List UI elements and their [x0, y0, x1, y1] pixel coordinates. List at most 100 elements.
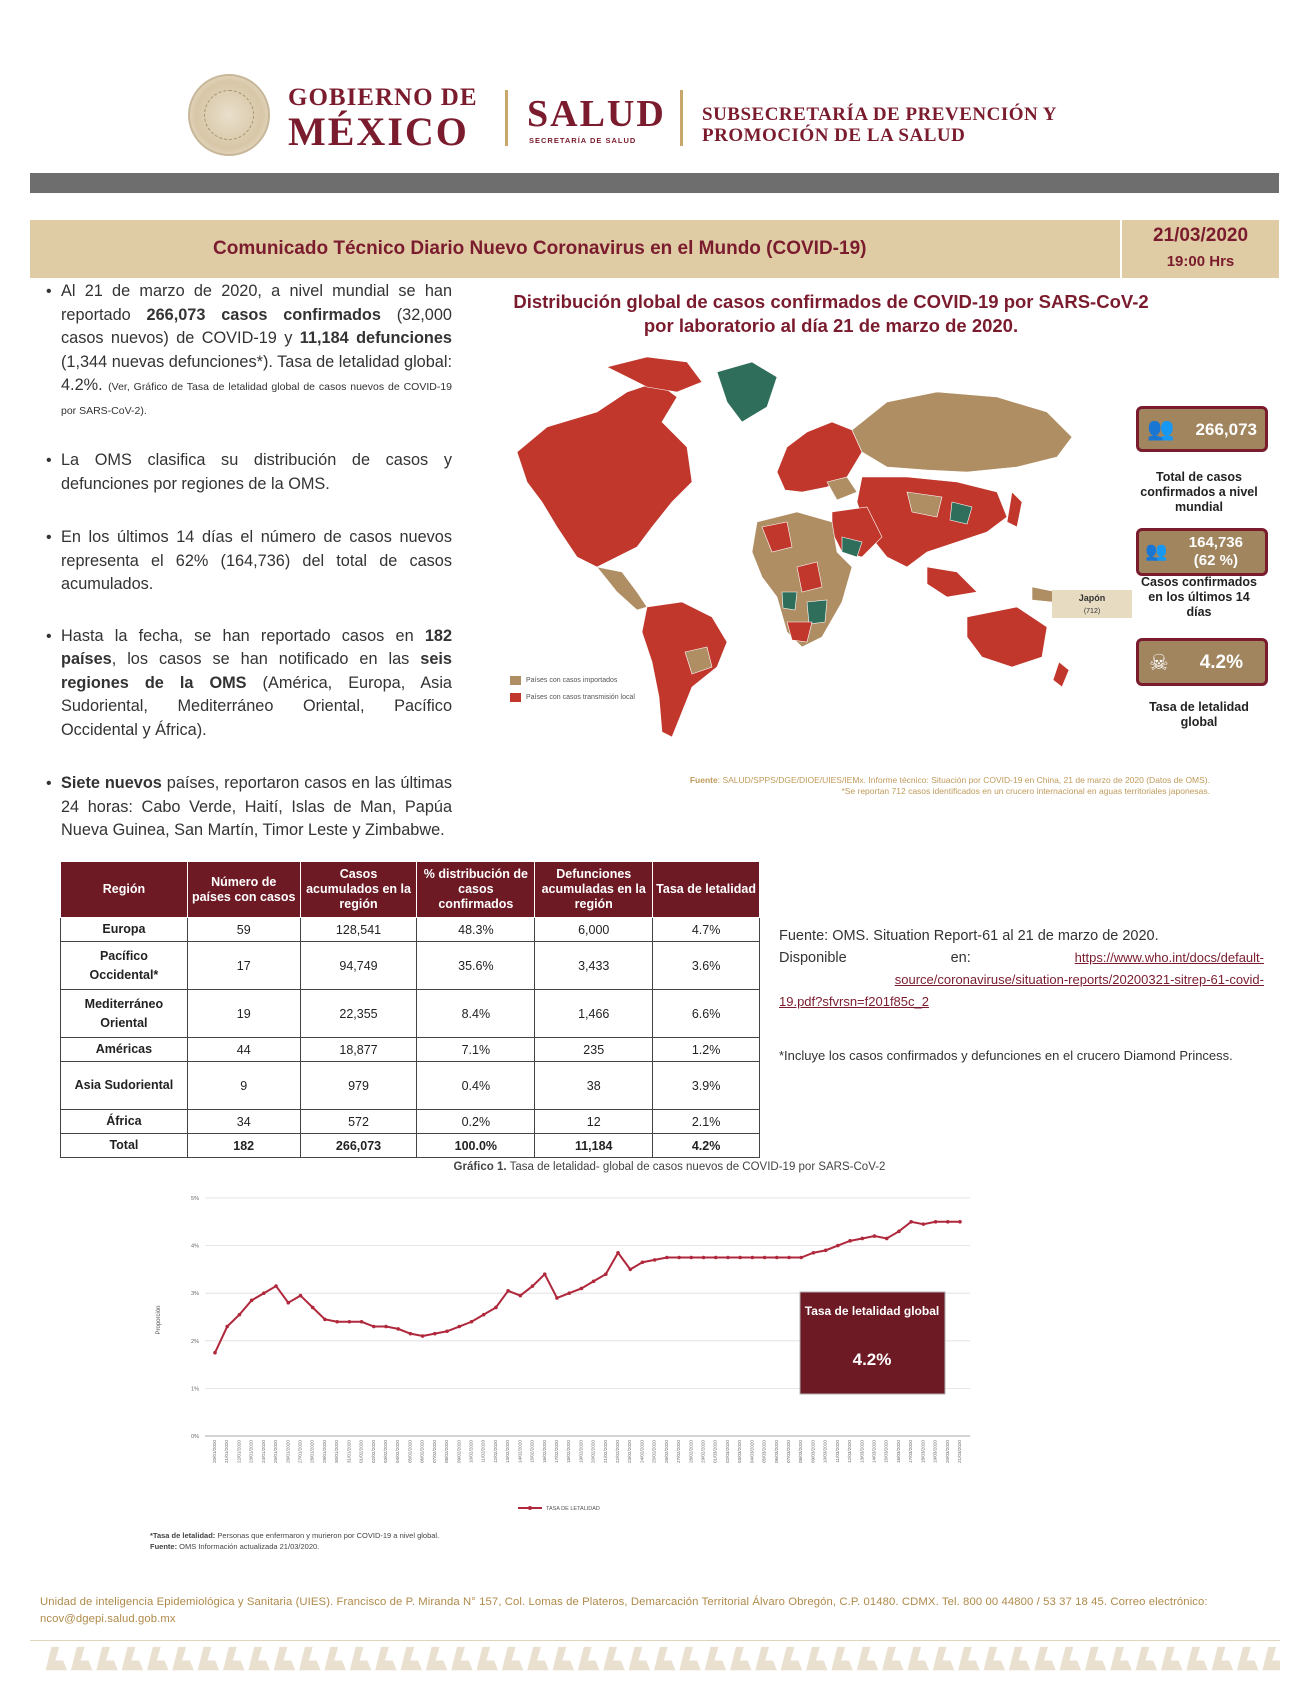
data-point [567, 1291, 571, 1295]
data-point [823, 1248, 828, 1253]
x-tick-label: 04/02/2020 [395, 1440, 400, 1463]
bullet-countries: Hasta la fecha, se han reportado casos e… [44, 625, 452, 743]
x-tick-label: 15/03/2020 [884, 1440, 889, 1463]
greca-motif [70, 1646, 93, 1671]
x-tick-label: 05/03/2020 [762, 1440, 767, 1463]
data-point [457, 1324, 462, 1329]
callout-title: Tasa de letalidad global [805, 1304, 939, 1318]
greca-motif [907, 1646, 929, 1671]
header-gray-bar [30, 173, 1279, 193]
x-tick-label: 25/02/2020 [652, 1440, 657, 1463]
report-date: 21/03/2020 [1152, 225, 1249, 246]
greca-motif [1161, 1646, 1183, 1671]
greca-motif [1059, 1646, 1082, 1671]
greca-motif [1034, 1646, 1056, 1671]
x-tick-label: 10/02/2020 [468, 1440, 473, 1463]
greca-motif [730, 1646, 752, 1671]
salud-subtitle: SECRETARÍA DE SALUD [529, 136, 637, 145]
data-point [335, 1319, 339, 1324]
x-tick-label: 23/02/2020 [627, 1440, 632, 1463]
decorative-border [30, 1640, 1280, 1671]
x-tick-label: 20/02/2020 [591, 1440, 596, 1463]
x-tick-label: 18/03/2020 [920, 1440, 925, 1463]
x-tick-label: 14/02/2020 [517, 1440, 522, 1463]
lethality-line-chart: 0% 1% 2% 3% 4% 5% Proporción 20/01/2020 21/01/… [156, 1196, 970, 1512]
data-point [652, 1258, 657, 1262]
x-tick-label: 13/03/2020 [859, 1440, 864, 1463]
subsecretaria-title: SUBSECRETARÍA DE PREVENCIÓN Y PROMOCIÓN … [702, 104, 1057, 146]
x-tick-label: 22/01/2020 [236, 1440, 241, 1463]
gobierno-logo-line2: MÉXICO [288, 109, 469, 154]
x-tick-label: 03/03/2020 [737, 1440, 742, 1463]
data-point [933, 1220, 938, 1224]
x-tick-label: 14/03/2020 [872, 1440, 877, 1463]
data-point [897, 1229, 901, 1234]
x-tick-label: 29/02/2020 [701, 1440, 706, 1463]
greca-motif [501, 1646, 524, 1671]
x-tick-label: 26/02/2020 [664, 1440, 669, 1463]
x-tick-label: 21/03/2020 [957, 1440, 962, 1463]
x-tick-label: 27/01/2020 [297, 1440, 302, 1463]
greca-motif [780, 1646, 803, 1671]
data-point [616, 1250, 620, 1255]
x-tick-label: 24/02/2020 [639, 1440, 644, 1463]
people-icon: 👥 [1147, 416, 1175, 441]
who-report-link[interactable]: https://www.who.int/docs/default- [1074, 950, 1264, 965]
x-tick-label: 07/02/2020 [432, 1440, 437, 1463]
greca-motif [197, 1646, 220, 1671]
gobierno-logo-line1: GOBIERNO DE [288, 84, 478, 111]
greca-motif [273, 1646, 296, 1671]
data-point [286, 1300, 291, 1305]
greca-motif [1237, 1646, 1259, 1671]
x-tick-label: 10/03/2020 [823, 1440, 828, 1463]
mexico-coat-of-arms-logo [188, 74, 270, 156]
oms-source-note: Fuente: OMS. Situation Report-61 al 21 d… [779, 928, 1264, 1009]
data-point [909, 1220, 913, 1224]
table-total-row: Total 182 266,073 100.0% 11,184 4.2% [60, 1133, 760, 1158]
x-tick-label: 01/02/2020 [359, 1440, 364, 1463]
data-point [726, 1255, 730, 1260]
greca-motif [45, 1646, 68, 1671]
greca-motif [96, 1646, 118, 1671]
who-report-link[interactable]: source/coronaviruse/situation-reports/20… [894, 972, 1264, 987]
japan-cruise-callout: Japón (712) [1052, 590, 1132, 618]
data-point [884, 1236, 889, 1241]
summary-bullets: Al 21 de marzo de 2020, a nivel mundial … [44, 280, 452, 843]
greca-motif [248, 1646, 270, 1671]
data-point [494, 1305, 498, 1310]
x-tick-label: 28/02/2020 [688, 1440, 693, 1463]
greca-motif [552, 1646, 575, 1671]
x-tick-label: 12/02/2020 [493, 1440, 498, 1463]
report-time: 19:00 Hrs [1166, 253, 1235, 270]
greca-motif [983, 1646, 1006, 1671]
lethality-label: Tasa de letalidad global [1149, 700, 1249, 729]
who-report-link[interactable]: 19.pdf?sfvrsn=f201f85c_2 [779, 994, 929, 1009]
greca-motif [476, 1646, 499, 1671]
header-cases: Casos acumulados en la región [299, 861, 418, 918]
x-tick-label: 22/02/2020 [615, 1440, 620, 1463]
greca-motif [704, 1646, 727, 1671]
bullet-oms-regions: La OMS clasifica su distribución de caso… [44, 449, 452, 496]
page-footer: Unidad de inteligencia Epidemiológica y … [40, 1596, 1208, 1625]
data-point [945, 1220, 950, 1224]
x-tick-label: 25/01/2020 [273, 1440, 278, 1463]
chart-title: Gráfico 1. Tasa de letalidad- global de … [453, 1161, 886, 1173]
greca-motif [527, 1646, 549, 1671]
x-tick-label: 11/02/2020 [481, 1440, 486, 1463]
x-tick-label: 02/02/2020 [371, 1440, 376, 1463]
data-point [848, 1239, 852, 1243]
page-title: Comunicado Técnico Diario Nuevo Coronavi… [213, 238, 867, 259]
table-row: Europa 59 128,541 48.3% 6,000 4.7% [60, 917, 760, 942]
x-tick-label: 26/01/2020 [285, 1440, 290, 1463]
data-point [262, 1291, 266, 1295]
x-tick-label: 18/02/2020 [566, 1440, 571, 1463]
chart-y-axis-label: Proporción [156, 1305, 162, 1334]
data-point [506, 1289, 510, 1293]
data-point [542, 1272, 547, 1276]
data-point [677, 1255, 681, 1260]
diamond-princess-note: *Incluye los casos confirmados y defunci… [779, 1048, 1233, 1063]
x-tick-label: 19/03/2020 [933, 1440, 938, 1463]
data-point [225, 1324, 230, 1329]
data-point [384, 1324, 388, 1329]
greca-motif [1110, 1646, 1132, 1671]
